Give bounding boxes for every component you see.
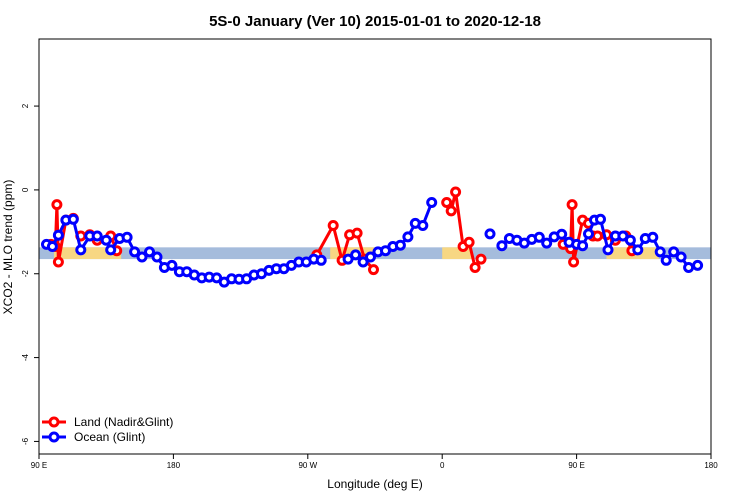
series-0-point-4-2 [566, 199, 578, 211]
series-0-point-5-0 [592, 230, 603, 242]
series-0-point-0-2 [51, 199, 63, 211]
series-1-point-0-11 [121, 231, 133, 243]
series-1-point-0-8 [100, 234, 112, 246]
series-1-point-3-11 [577, 240, 589, 252]
series-1-point-3-14 [595, 213, 606, 225]
x-tick-label-4: 90 E [568, 461, 584, 470]
series-1-point-1-2 [357, 256, 369, 268]
x-tick-label-0: 90 E [31, 461, 47, 470]
series-1-point-3-26 [683, 262, 695, 273]
series-1-point-3-24 [668, 246, 680, 258]
series-1-point-0-4 [67, 213, 79, 225]
series-layer [41, 186, 704, 288]
series-1-point-0-9 [105, 244, 117, 256]
series-1-point-3-0 [496, 240, 508, 252]
y-tick-label-3: -4 [21, 353, 30, 361]
series-1-point-3-23 [660, 254, 672, 266]
series-0-point-3-5 [469, 262, 481, 273]
plot-frame [38, 38, 712, 455]
series-0-point-3-0 [441, 197, 453, 208]
x-tick-label-5: 180 [704, 461, 718, 470]
series-1-point-0-2 [52, 229, 64, 241]
legend-land-marker [48, 416, 60, 428]
series-0-point-4-3 [568, 256, 580, 268]
series-1-point-3-19 [632, 244, 644, 256]
series-1-point-0-15 [151, 251, 163, 263]
series-1-point-3-15 [602, 244, 614, 256]
series-1-point-0-12 [129, 246, 141, 258]
y-tick-label-1: 0 [21, 187, 30, 192]
series-1-point-2-0 [484, 228, 496, 240]
series-0-point-3-1 [445, 205, 457, 217]
series-1-point-1-7 [394, 239, 406, 251]
legend-land-label: Land (Nadir&Glint) [74, 415, 173, 429]
series-0-point-3-6 [475, 253, 487, 265]
series-0 [45, 186, 638, 276]
series-1-point-1-3 [365, 251, 376, 263]
series-0-point-2-4 [351, 227, 363, 239]
series-0-point-2-1 [327, 220, 339, 231]
x-tick-label-3: 0 [440, 461, 445, 470]
legend-ocean-label: Ocean (Glint) [74, 430, 145, 444]
y-tick-label-0: 2 [21, 103, 30, 108]
y-axis: 2 0 -2 -4 -6 [21, 103, 39, 445]
series-1 [41, 197, 704, 288]
band-land-2 [442, 247, 473, 260]
x-axis-label: Longitude (deg E) [327, 477, 422, 491]
band-land-0 [53, 247, 122, 260]
series-1-point-3-25 [675, 251, 687, 263]
x-tick-label-2: 90 W [298, 461, 317, 470]
series-1-point-0-1 [46, 241, 58, 252]
series-1-point-3-5 [533, 231, 545, 243]
series-1-point-1-8 [402, 231, 414, 243]
series-1-point-3-21 [647, 231, 659, 243]
x-axis: 90 E 180 90 W 0 90 E 180 [31, 454, 718, 470]
series-1-point-0-17 [166, 259, 178, 271]
y-tick-label-4: -6 [21, 437, 30, 445]
series-1-point-3-18 [624, 234, 636, 246]
series-0-point-0-3 [52, 256, 64, 268]
legend: Land (Nadir&Glint) Ocean (Glint) [42, 415, 173, 444]
x-tick-label-1: 180 [167, 461, 181, 470]
series-0-point-3-4 [463, 236, 475, 248]
series-1-point-3-8 [556, 228, 568, 240]
series-1-point-0-14 [144, 246, 155, 258]
series-1-point-1-10 [417, 220, 429, 231]
series-1-point-0-7 [91, 230, 103, 242]
y-tick-label-2: -2 [21, 270, 30, 278]
series-0-point-3-2 [450, 186, 462, 198]
series-1-point-3-12 [583, 228, 594, 240]
series-1-point-3-27 [692, 259, 704, 271]
series-1-point-3-22 [654, 246, 666, 258]
series-1-point-3-6 [541, 237, 553, 249]
series-0-point-2-6 [368, 264, 379, 276]
series-1-point-1-1 [350, 249, 362, 261]
series-1-point-1-11 [426, 197, 438, 208]
y-axis-label: XCO2 - MLO trend (ppm) [1, 180, 15, 315]
legend-ocean-marker [48, 431, 60, 443]
series-1-point-0-37 [315, 254, 327, 266]
series-1-point-0-13 [136, 251, 148, 263]
chart-title: 5S-0 January (Ver 10) 2015-01-01 to 2020… [209, 13, 541, 30]
series-1-point-0-5 [75, 244, 87, 256]
